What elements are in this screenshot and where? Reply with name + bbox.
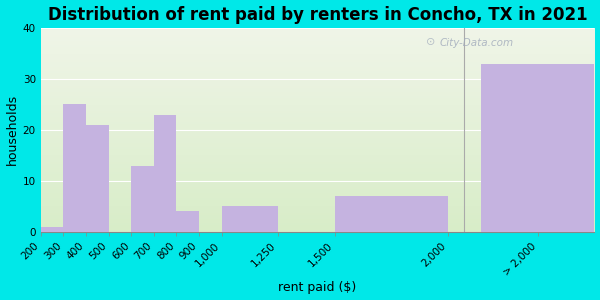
Text: ⊙: ⊙ [425,37,435,47]
Text: City-Data.com: City-Data.com [439,38,514,48]
Bar [154,115,176,232]
Title: Distribution of rent paid by renters in Concho, TX in 2021: Distribution of rent paid by renters in … [48,6,587,24]
Bar [481,64,595,232]
X-axis label: rent paid ($): rent paid ($) [278,281,357,294]
Bar [86,125,109,232]
Bar [176,212,199,232]
Y-axis label: households: households [5,94,19,165]
Bar [131,166,154,232]
Bar [335,196,448,232]
Bar [221,206,278,232]
Bar [41,227,64,232]
Bar [64,104,86,232]
